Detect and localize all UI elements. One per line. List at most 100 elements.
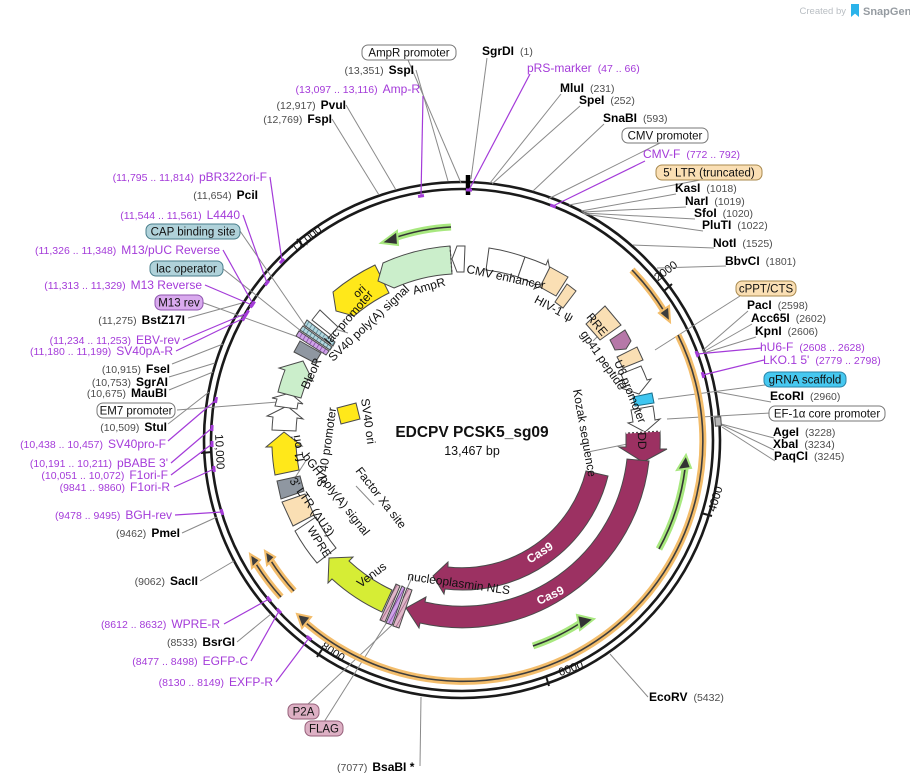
primer-site-tick (694, 350, 700, 358)
leader-line (468, 73, 531, 191)
leader-line (489, 93, 562, 184)
primer-bgh-rev: (9478 .. 9495) BGH-rev (55, 508, 172, 522)
primer-exfp-r: (8130 .. 8149) EXFP-R (159, 675, 274, 689)
leader-line (174, 511, 223, 516)
primer-hu6-f: hU6-F (2608 .. 2628) (760, 340, 865, 354)
leader-line (657, 384, 766, 400)
primer-sv40pro-f: (10,438 .. 10,457) SV40pro-F (20, 437, 166, 451)
leader-line (306, 623, 394, 706)
wpre-feature (294, 516, 337, 564)
enzyme-kpni: KpnI (2606) (755, 324, 818, 338)
leader-line (222, 249, 254, 305)
leader-line (547, 142, 661, 200)
primer-wpre-r: (8612 .. 8632) WPRE-R (101, 617, 220, 631)
primer-site-tick (210, 424, 214, 432)
enzyme-acc65i: Acc65I (2602) (751, 311, 826, 325)
primer-site-tick (214, 396, 218, 404)
dd-label: DD (635, 432, 650, 450)
em7-callout: EM7 promoter (96, 402, 176, 419)
lac-operator-callout-text: lac operator (156, 264, 217, 276)
grna-scaffold-callout: gRNA scaffold (763, 371, 847, 388)
kozak-label: Kozak sequence (570, 388, 599, 478)
primer-l4440: (11,544 .. 11,561) L4440 (120, 208, 240, 222)
leader-line (568, 179, 701, 206)
cap-site-callout-text: CAP binding site (151, 227, 236, 239)
enzyme-sspi: (13,351) SspI (345, 63, 414, 77)
lac-operator-callout: lac operator (149, 260, 224, 277)
primer-site-tick (265, 595, 273, 603)
enzyme-bstz17i: (11,275) BstZ17I (98, 313, 185, 327)
leader-line (331, 118, 380, 196)
f1-ori-label: f1 ori (289, 434, 307, 463)
dd-feature (617, 430, 668, 463)
enzyme-pluti: PluTI (1022) (702, 218, 768, 232)
ampr-promoter-callout: AmpR promoter (361, 44, 457, 61)
leader-line (470, 57, 488, 180)
leader-line (703, 336, 757, 354)
leader-line (654, 295, 741, 351)
leader-line (204, 284, 253, 306)
enzyme-sgrdi: SgrDI (1) (482, 44, 533, 58)
enzyme-pcii: (11,654) PciI (193, 188, 258, 202)
cmv-promoter-callout: CMV promoter (621, 127, 709, 144)
leader-line (200, 301, 299, 338)
lac-operator-feature (299, 325, 333, 351)
leader-line (170, 427, 213, 464)
enzyme-pvui: (12,917) PvuI (277, 98, 346, 112)
enzyme-fspi: (12,769) FspI (263, 112, 332, 126)
enzyme-sfoi: SfoI (1020) (694, 206, 753, 220)
leader-line (168, 362, 216, 378)
primer-m13-reverse: (11,313 .. 11,329) M13 Reverse (44, 278, 202, 292)
tick-4000: 4000 (707, 485, 726, 513)
plasmid-name: EDCPV PCSK5_sg09 (395, 424, 549, 441)
primer-sv40pa-r: (11,180 .. 11,199) SV40pA-R (30, 344, 173, 358)
ori-feature (332, 264, 390, 317)
leader-lines (167, 57, 776, 767)
leader-line (236, 613, 272, 643)
enzyme-kasi: KasI (1018) (675, 181, 737, 195)
leader-line (221, 267, 302, 332)
primer-f1ori-r: (9841 .. 9860) F1ori-R (60, 480, 171, 494)
cppt-feature (616, 346, 644, 369)
leader-line (250, 610, 280, 662)
enzyme-paqci: PaqCI (3245) (774, 449, 844, 463)
plasmid-size: 13,467 bp (444, 444, 500, 458)
primer-pbabe: (10,191 .. 10,211) pBABE 3' (30, 456, 168, 470)
flag-feature (379, 583, 401, 623)
cppt-callout: cPPT/CTS (735, 280, 797, 297)
flag-callout: FLAG (304, 720, 344, 737)
snapgene-logo-icon (851, 4, 859, 17)
ampr-promoter-feature (451, 245, 466, 273)
leader-line (415, 69, 449, 182)
leader-line (702, 359, 765, 376)
grna-scaffold-feature (632, 392, 655, 407)
leader-line (176, 401, 279, 411)
leader-line (223, 598, 270, 625)
leader-line (167, 399, 217, 442)
watermark-prefix: Created by (800, 6, 847, 17)
m13rev-callout-text: M13 rev (158, 298, 200, 310)
leader-line (582, 212, 696, 220)
em7-promoter-feature (271, 392, 304, 410)
enzyme-ecori: EcoRI (2960) (770, 389, 840, 403)
leader-line (407, 59, 462, 184)
enzyme-sgrai: (10,753) SgrAI (92, 375, 168, 389)
leader-line (269, 176, 283, 262)
primer-site-tick (305, 634, 313, 642)
m13rev-callout: M13 rev (154, 294, 204, 311)
cppt-callout-text: cPPT/CTS (739, 284, 794, 296)
m13-rev-feature (295, 330, 330, 356)
flag-callout-text: FLAG (309, 724, 339, 736)
leader-line (355, 485, 375, 506)
cap-site-callout: CAP binding site (145, 223, 241, 240)
leader-line (701, 310, 749, 352)
leader-line (721, 424, 775, 451)
tick-12000: 12,000 (290, 224, 325, 256)
ef1a-callout: EF-1α core promoter (768, 405, 886, 422)
small-site-feature (714, 416, 722, 427)
ltr3-feature (281, 493, 315, 527)
bleor-feature (277, 360, 315, 399)
bgh-pa-feature (276, 475, 305, 500)
